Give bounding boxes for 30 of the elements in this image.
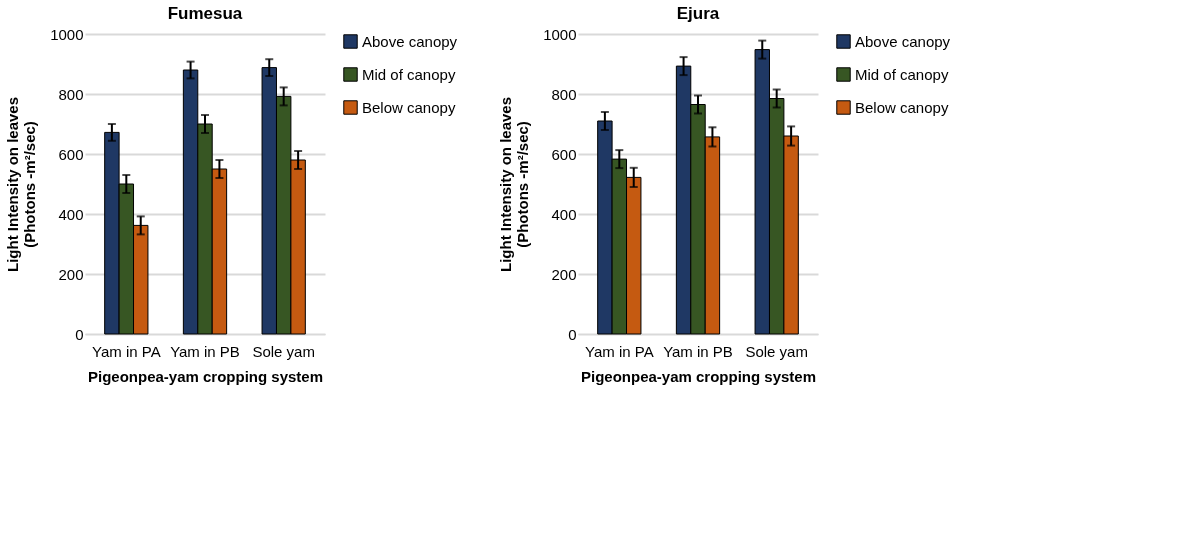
x-tick-label: Yam in PB — [170, 342, 240, 360]
x-axis-title: Pigeonpea-yam cropping system — [87, 367, 324, 385]
x-axis-title: Pigeonpea-yam cropping system — [580, 367, 817, 385]
x-tick-label: Sole yam — [745, 342, 808, 360]
y-tick-label: 200 — [551, 265, 577, 283]
y-axis-title: Light Intensity on leaves (Photons -m²/sec) — [497, 96, 532, 273]
x-tick-label: Yam in PA — [584, 342, 654, 360]
y-tick-label: 800 — [58, 85, 84, 103]
legend-label: Below canopy — [855, 98, 949, 116]
y-tick-label: 800 — [551, 85, 577, 103]
y-tick-label: 400 — [551, 205, 577, 223]
y-tick-label: 0 — [568, 325, 577, 343]
legend-label: Above canopy — [855, 32, 951, 50]
y-tick-label: 200 — [58, 265, 84, 283]
x-tick-label: Sole yam — [252, 342, 315, 360]
x-tick-label: Yam in PB — [663, 342, 733, 360]
y-tick-label: 600 — [551, 145, 577, 163]
y-tick-label: 1000 — [50, 25, 84, 43]
y-tick-label: 600 — [58, 145, 84, 163]
y-axis-title: Light Intensity on leaves (Photons -m²/sec) — [4, 96, 39, 273]
y-tick-label: 400 — [58, 205, 84, 223]
y-tick-label: 0 — [75, 325, 84, 343]
legend-label: Mid of canopy — [362, 65, 456, 83]
chart-title: Fumesua — [167, 4, 243, 23]
x-tick-label: Yam in PA — [91, 342, 161, 360]
chart-title: Ejura — [676, 4, 720, 23]
legend-label: Mid of canopy — [855, 65, 949, 83]
legend-label: Below canopy — [362, 98, 456, 116]
y-tick-label: 1000 — [543, 25, 577, 43]
legend-label: Above canopy — [362, 32, 458, 50]
